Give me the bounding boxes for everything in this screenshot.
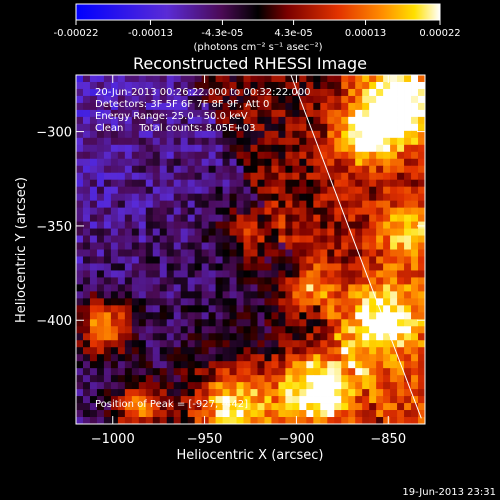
info-detectors: Detectors: 3F 5F 6F 7F 8F 9F, Att 0 [95,99,269,110]
peak-position-label: Position of Peak = [-927, -442] [95,399,248,410]
plot-frame [75,74,426,425]
x-axis-label: Heliocentric X (arcsec) [177,448,324,463]
colorbar-tick-label: 0.00013 [345,28,386,39]
y-tick-label: −300 [36,126,72,141]
x-tick-label: −900 [279,432,315,447]
y-axis-ticks: −300 −350 −400 [36,126,425,329]
observation-info: 20-Jun-2013 00:26:22.000 to 00:32:22.000… [95,87,311,134]
info-energy-range: Energy Range: 25.0 - 50.0 keV [95,111,248,122]
colorbar-tick-label: -0.00013 [128,28,173,39]
x-tick-label: −1000 [91,432,135,447]
y-tick-label: −350 [36,220,72,235]
y-tick-label: −400 [36,314,72,329]
colorbar-tick-label: -4.3e-05 [201,28,243,39]
colorbar [75,3,441,21]
x-tick-label: −850 [370,432,406,447]
heatmap-image [76,75,425,424]
colorbar-unit-label: (photons cm⁻² s⁻¹ asec⁻²) [193,42,322,53]
solar-limb-line [290,75,422,419]
x-axis-ticks: −1000 −950 −900 −850 [91,75,406,447]
info-total-counts: Clean Total counts: 8.05E+03 [95,123,255,134]
y-axis-label: Heliocentric Y (arcsec) [14,177,29,323]
info-time-range: 20-Jun-2013 00:26:22.000 to 00:32:22.000 [95,87,311,98]
x-tick-label: −950 [187,432,223,447]
chart-title: Reconstructed RHESSI Image [133,54,367,73]
colorbar-tick-label: 4.3e-05 [274,28,312,39]
colorbar-tick-label: -0.00022 [54,28,99,39]
footer-timestamp: 19-Jun-2013 23:31 [402,487,496,498]
colorbar-tick-label: 0.00022 [419,28,460,39]
colorbar-ticks: -0.00022 -0.00013 -4.3e-05 4.3e-05 0.00013 0.… [54,20,461,39]
